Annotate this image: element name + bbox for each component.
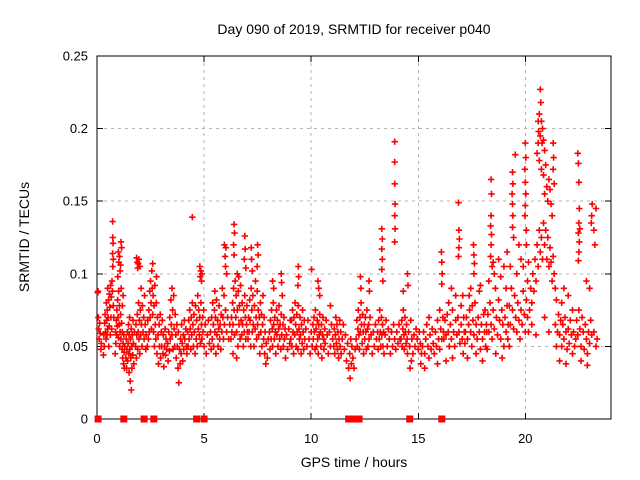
y-tick-label: 0.2	[70, 121, 88, 136]
y-tick-label: 0.15	[63, 194, 88, 209]
x-axis-label: GPS time / hours	[300, 454, 408, 470]
x-tick-label: 20	[518, 431, 532, 446]
scatter-points-srmtid	[94, 86, 601, 394]
y-tick-label: 0.1	[70, 266, 88, 281]
x-tick-label: 5	[200, 431, 207, 446]
chart-title: Day 090 of 2019, SRMTID for receiver p04…	[217, 21, 491, 37]
y-tick-label: 0.25	[63, 49, 88, 64]
x-tick-label: 0	[93, 431, 100, 446]
x-tick-label: 15	[411, 431, 425, 446]
x-tick-label: 10	[304, 431, 318, 446]
scatter-points-zero-flags	[94, 415, 446, 423]
y-tick-label: 0	[81, 412, 88, 427]
y-tick-label: 0.05	[63, 339, 88, 354]
